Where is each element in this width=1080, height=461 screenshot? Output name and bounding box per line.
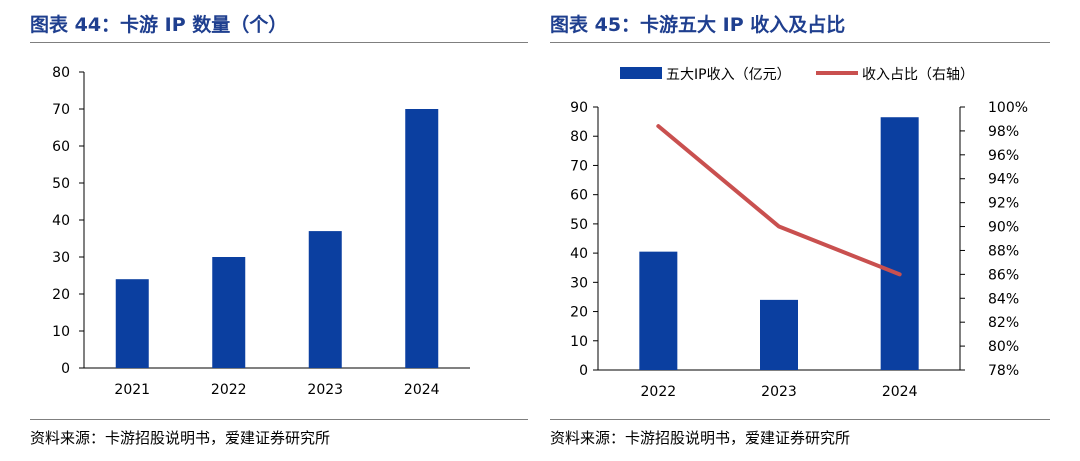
bar: [308, 231, 342, 368]
y2-tick-label: 100%: [988, 100, 1028, 116]
share-line: [656, 124, 902, 277]
bar: [115, 279, 149, 368]
y2-tick-label: 78%: [988, 363, 1019, 379]
bar: [880, 117, 919, 370]
y-tick-label: 70: [570, 158, 588, 174]
chart-title: 图表 44：卡游 IP 数量（个）: [30, 14, 288, 36]
y2-tick-label: 98%: [988, 124, 1019, 140]
y2-tick-label: 90%: [988, 220, 1019, 236]
x-tick-label: 2023: [307, 382, 343, 398]
ip-count-chart: 0 10 20 30 40 50 60 70 80 2021 2022 2023 2024: [52, 65, 470, 398]
source-note: 资料来源：卡游招股说明书，爱建证券研究所: [550, 429, 851, 447]
bar: [760, 299, 798, 370]
y2-tick-label: 92%: [988, 196, 1019, 212]
top5-ip-revenue-panel: 图表 45：卡游五大 IP 收入及占比 0 10 20 30 40 50 60 70 80 90 7…: [548, 0, 1080, 461]
y-tick-label: 40: [52, 213, 70, 229]
y-tick-label: 50: [52, 176, 70, 192]
x-tick-label: 2024: [404, 382, 440, 398]
ip-count-panel: 图表 44：卡游 IP 数量（个） 0 10 20 30 40 50 60 70 80 2021 2…: [0, 0, 528, 461]
bar: [405, 109, 439, 368]
y-tick-label: 10: [570, 334, 588, 350]
y2-tick-label: 86%: [988, 267, 1019, 283]
y-tick-label: 80: [52, 65, 70, 81]
y-tick-label: 60: [570, 188, 588, 204]
top5-ip-revenue-chart: 0 10 20 30 40 50 60 70 80 90 78% 80% 82% 84% 86% 88% 90%…: [570, 67, 1028, 400]
y-tick-label: 90: [570, 100, 588, 116]
bar: [212, 257, 246, 368]
x-tick-label: 2021: [114, 382, 150, 398]
x-tick-label: 2022: [641, 384, 677, 400]
y-tick-label: 30: [52, 250, 70, 266]
chart-title: 图表 45：卡游五大 IP 收入及占比: [550, 14, 846, 36]
x-tick-label: 2024: [882, 384, 918, 400]
y-tick-label: 20: [52, 287, 70, 303]
legend-label-line: 收入占比（右轴）: [862, 67, 974, 83]
y-tick-label: 50: [570, 217, 588, 233]
y2-tick-label: 88%: [988, 243, 1019, 259]
y2-tick-label: 82%: [988, 315, 1019, 331]
y2-tick-label: 84%: [988, 291, 1019, 307]
title-rule: [550, 42, 1050, 43]
y-tick-label: 60: [52, 139, 70, 155]
y-tick-label: 70: [52, 102, 70, 118]
y2-tick-label: 94%: [988, 172, 1019, 188]
legend-label-bar: 五大IP收入（亿元）: [666, 67, 791, 83]
x-tick-label: 2022: [211, 382, 247, 398]
source-rule: [550, 419, 1050, 420]
x-tick-label: 2023: [761, 384, 797, 400]
source-note: 资料来源：卡游招股说明书，爱建证券研究所: [30, 429, 331, 447]
title-rule: [30, 42, 528, 43]
y-tick-label: 0: [61, 361, 70, 377]
y-tick-label: 80: [570, 129, 588, 145]
source-rule: [30, 419, 528, 420]
y-tick-label: 10: [52, 324, 70, 340]
y2-tick-label: 96%: [988, 148, 1019, 164]
y-tick-label: 30: [570, 275, 588, 291]
y-tick-label: 40: [570, 246, 588, 262]
legend-swatch-bar: [620, 67, 662, 79]
y-tick-label: 20: [570, 305, 588, 321]
bar: [639, 251, 678, 370]
y2-tick-label: 80%: [988, 339, 1019, 355]
y-tick-label: 0: [579, 363, 588, 379]
